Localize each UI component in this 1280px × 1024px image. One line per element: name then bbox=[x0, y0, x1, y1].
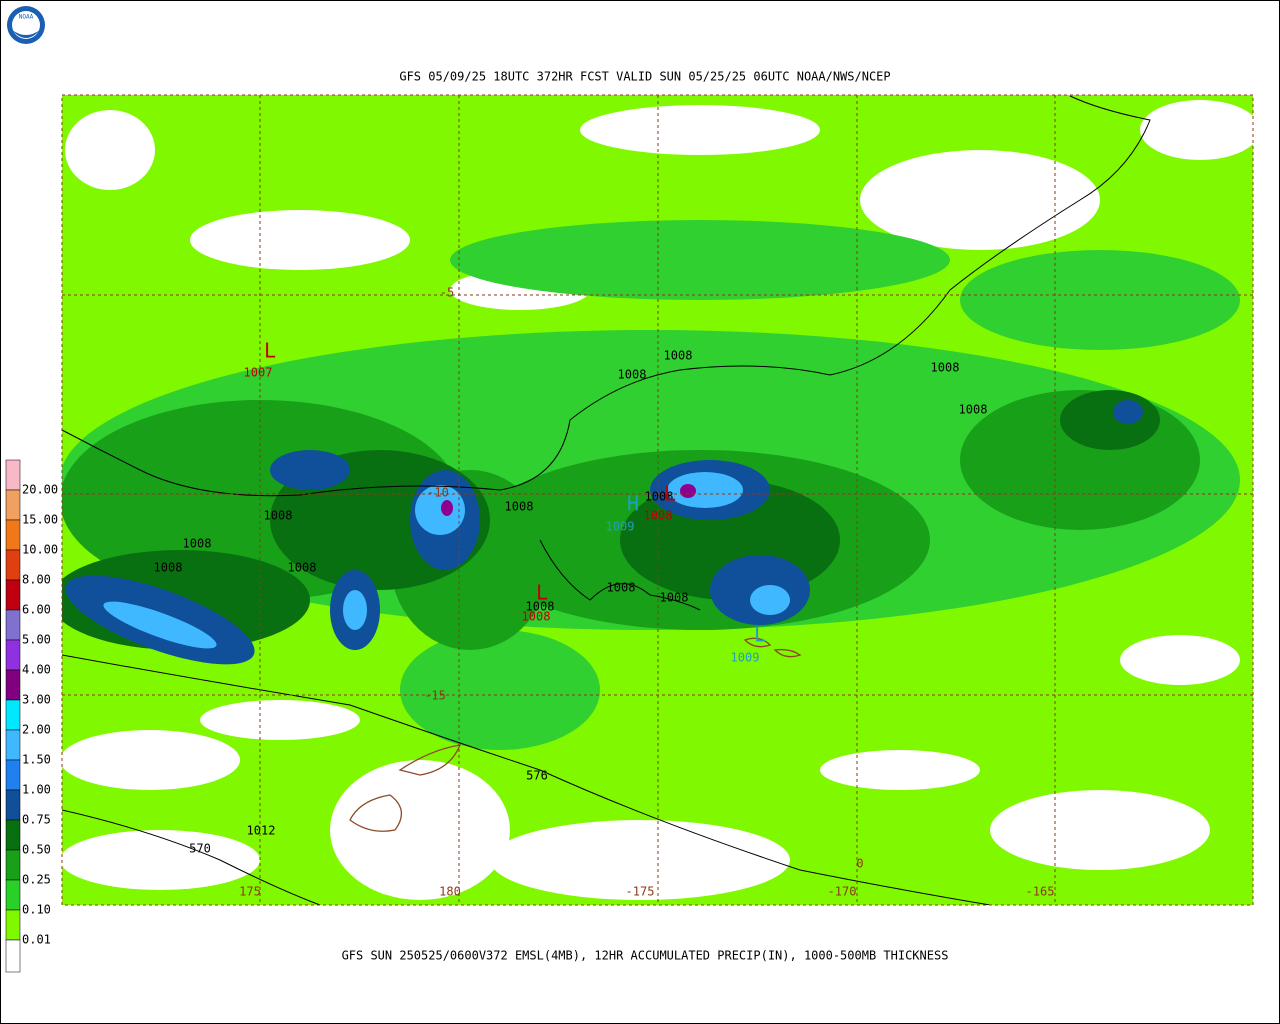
isobar-label: 1008 bbox=[264, 509, 293, 523]
legend-swatch bbox=[5, 819, 21, 851]
center-symbol: L bbox=[664, 482, 676, 506]
isobar-label: 1008 bbox=[645, 490, 674, 504]
logo-text: NOAA bbox=[19, 14, 34, 21]
legend-label: 6.00 bbox=[22, 603, 51, 617]
lat-label: -15 bbox=[424, 689, 446, 703]
legend-label: 0.50 bbox=[22, 843, 51, 857]
map-title: GFS 05/09/25 18UTC 372HR FCST VALID SUN … bbox=[399, 70, 890, 84]
lat-label: -10 bbox=[427, 486, 449, 500]
center-value: 1009 bbox=[731, 651, 760, 665]
map-footer: GFS SUN 250525/0600V372 EMSL(4MB), 12HR … bbox=[342, 949, 949, 963]
legend-label: 0.01 bbox=[22, 933, 51, 947]
legend-label: 5.00 bbox=[22, 633, 51, 647]
legend-label: 20.00 bbox=[22, 483, 58, 497]
center-symbol: L bbox=[264, 339, 276, 363]
isobar-label: 1008 bbox=[505, 500, 534, 514]
center-value: 1008 bbox=[644, 509, 673, 523]
isobar-label: 1012 bbox=[247, 824, 276, 838]
center-symbol: L bbox=[536, 581, 548, 605]
graticule bbox=[61, 94, 1254, 906]
legend: 20.00 15.00 10.00 8.00 6.00 5.00 4.00 3.00 2.00 1… bbox=[5, 459, 58, 973]
isobar-label: 1008 bbox=[183, 537, 212, 551]
legend-swatch bbox=[5, 609, 21, 641]
legend-label: 2.00 bbox=[22, 723, 51, 737]
legend-label: 4.00 bbox=[22, 663, 51, 677]
center-value: 1009 bbox=[606, 520, 635, 534]
legend-label: 0.10 bbox=[22, 903, 51, 917]
legend-label: 3.00 bbox=[22, 693, 51, 707]
lon-label: -170 bbox=[828, 885, 857, 899]
legend-label: 1.00 bbox=[22, 783, 51, 797]
legend-swatch bbox=[5, 759, 21, 791]
legend-swatch bbox=[5, 459, 21, 491]
legend-swatch bbox=[5, 939, 21, 973]
lon-label: 180 bbox=[439, 885, 461, 899]
isobar-label: 1008 bbox=[660, 591, 689, 605]
legend-swatch bbox=[5, 549, 21, 581]
legend-swatch bbox=[5, 699, 21, 731]
legend-label: 0.25 bbox=[22, 873, 51, 887]
legend-swatch bbox=[5, 639, 21, 671]
center-value: 1008 bbox=[522, 610, 551, 624]
isobar-label: 1008 bbox=[931, 361, 960, 375]
lon-label: 175 bbox=[239, 885, 261, 899]
legend-label: 0.75 bbox=[22, 813, 51, 827]
thickness-label: 576 bbox=[526, 769, 548, 783]
lat-label: -5 bbox=[440, 286, 454, 300]
legend-swatch bbox=[5, 519, 21, 551]
legend-label: 10.00 bbox=[22, 543, 58, 557]
legend-swatch bbox=[5, 879, 21, 911]
coastlines bbox=[349, 637, 802, 832]
isobar-label: 1008 bbox=[288, 561, 317, 575]
legend-swatch bbox=[5, 909, 21, 941]
contours bbox=[62, 95, 1151, 905]
isobar-label: 1008 bbox=[154, 561, 183, 575]
legend-swatch bbox=[5, 729, 21, 761]
legend-label: 1.50 bbox=[22, 753, 51, 767]
lon-label: -175 bbox=[626, 885, 655, 899]
legend-swatch bbox=[5, 669, 21, 701]
center-symbol: H bbox=[627, 492, 639, 516]
legend-label: 8.00 bbox=[22, 573, 51, 587]
legend-swatch bbox=[5, 849, 21, 881]
legend-swatch bbox=[5, 489, 21, 521]
legend-swatch bbox=[5, 579, 21, 611]
legend-label: 15.00 bbox=[22, 513, 58, 527]
isobar-label: 1008 bbox=[959, 403, 988, 417]
isobar-label: 1008 bbox=[526, 600, 555, 614]
thickness-label: 570 bbox=[189, 842, 211, 856]
isobar-label: 1008 bbox=[618, 368, 647, 382]
center-symbol: L bbox=[754, 623, 766, 647]
isobar-label: 1008 bbox=[607, 581, 636, 595]
legend-swatch bbox=[5, 789, 21, 821]
center-value: 1007 bbox=[244, 366, 273, 380]
lat-label: 0 bbox=[856, 857, 863, 871]
logo: NOAA bbox=[7, 6, 45, 44]
isobar-label: 1008 bbox=[664, 349, 693, 363]
lon-label: -165 bbox=[1026, 885, 1055, 899]
